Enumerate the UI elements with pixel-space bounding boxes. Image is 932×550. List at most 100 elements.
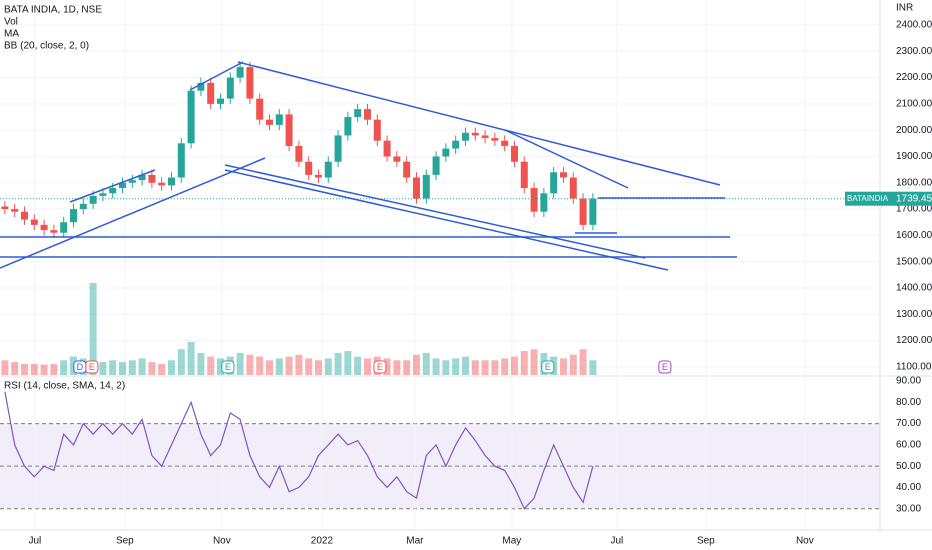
candle-body — [589, 198, 597, 225]
candle-body — [187, 90, 195, 144]
trend-line — [237, 61, 721, 186]
candle-body — [363, 109, 371, 120]
event-marker — [373, 360, 387, 374]
y-tick-label: 1800.00 — [896, 177, 932, 188]
volume-bar — [589, 360, 597, 375]
event-label: E — [662, 362, 668, 372]
trend-line — [0, 157, 266, 269]
volume-bar — [265, 360, 273, 375]
y-tick-label: 2400.00 — [896, 20, 932, 31]
candle-body — [1, 206, 9, 210]
candle-body — [246, 67, 254, 99]
rsi-tick-label: 70.00 — [896, 418, 921, 429]
candle-body — [118, 182, 126, 189]
indicator-label: Vol — [4, 17, 18, 28]
rsi-line — [4, 391, 594, 510]
indicator-label: MA — [4, 29, 19, 40]
trend-line — [69, 169, 156, 203]
candle-body — [383, 140, 391, 157]
volume-bar — [30, 363, 38, 375]
candle-body — [334, 135, 342, 162]
candle-body — [540, 193, 548, 212]
volume-bar — [236, 352, 244, 375]
volume-bar — [491, 360, 499, 375]
candle-body — [20, 211, 28, 220]
candle-body — [501, 140, 509, 146]
volume-bar — [109, 360, 117, 375]
candle-body — [491, 138, 499, 141]
last-price-label: 1739.45 — [896, 193, 932, 204]
candle-body — [471, 132, 479, 136]
volume-bar — [275, 358, 283, 375]
candle-body — [393, 156, 401, 162]
volume-bar — [452, 358, 460, 375]
volume-bar — [393, 360, 401, 375]
candle-body — [50, 230, 58, 233]
x-tick-label: Nov — [213, 536, 231, 547]
candle-body — [128, 180, 136, 183]
candle-body — [530, 188, 538, 212]
chart-title: BATA INDIA, 1D, NSE — [4, 5, 102, 16]
candle-body — [207, 82, 215, 104]
volume-bar — [138, 358, 146, 375]
rsi-title: RSI (14, close, SMA, 14, 2) — [4, 381, 125, 392]
volume-bar — [471, 360, 479, 375]
x-tick-label: May — [502, 536, 521, 547]
rsi-band — [0, 423, 880, 509]
rsi-tick-label: 60.00 — [896, 440, 921, 451]
candle-body — [158, 182, 166, 186]
volume-bar — [412, 354, 420, 375]
symbol-label: BATAINDIA — [847, 194, 889, 203]
candle-body — [69, 209, 77, 223]
trend-line — [224, 164, 646, 259]
candle-body — [167, 177, 175, 186]
candle-body — [550, 172, 558, 194]
volume-bar — [442, 360, 450, 375]
event-label: E — [89, 362, 95, 372]
volume-bar — [148, 362, 156, 375]
volume-bar — [334, 352, 342, 375]
volume-bar — [305, 358, 313, 375]
trend-lines — [0, 61, 737, 271]
candle-body — [216, 98, 224, 104]
candle-body — [236, 67, 244, 78]
candle-body — [442, 148, 450, 157]
volume-bar — [530, 349, 538, 375]
y-tick-label: 2300.00 — [896, 46, 932, 57]
indicator-label: BB (20, close, 2, 0) — [4, 41, 89, 52]
volume-bar — [197, 352, 205, 375]
x-tick-label: 2022 — [311, 536, 334, 547]
last-price-box — [845, 191, 932, 206]
event-marker — [85, 360, 99, 374]
volume-bar — [363, 358, 371, 375]
volume-bar — [177, 349, 185, 375]
candle-body — [285, 114, 293, 146]
candle-body — [295, 145, 303, 162]
volume-bar — [481, 360, 489, 375]
rsi-tick-label: 80.00 — [896, 397, 921, 408]
rsi-tick-label: 30.00 — [896, 503, 921, 514]
event-marker — [541, 360, 555, 374]
volume-bar — [383, 358, 391, 375]
rsi-tick-label: 90.00 — [896, 376, 921, 387]
candle-body — [432, 156, 440, 175]
x-tick-label: Nov — [796, 536, 814, 547]
volume-bar — [501, 358, 509, 375]
y-tick-label: 2100.00 — [896, 99, 932, 110]
volume-bar — [128, 360, 136, 375]
event-marker — [221, 360, 235, 374]
volume-bar — [11, 362, 19, 375]
volume-bar — [432, 358, 440, 375]
x-tick-label: Jul — [610, 536, 623, 547]
volume-bar — [324, 358, 332, 375]
volume-bar — [207, 356, 215, 375]
candle-body — [305, 161, 313, 175]
volume-bar — [520, 351, 528, 375]
candle-body — [256, 98, 264, 120]
candle-body — [520, 161, 528, 189]
candle-body — [403, 161, 411, 178]
rsi-tick-label: 40.00 — [896, 482, 921, 493]
volume-bar — [256, 356, 264, 375]
event-label: E — [225, 362, 231, 372]
event-marker — [658, 360, 672, 374]
